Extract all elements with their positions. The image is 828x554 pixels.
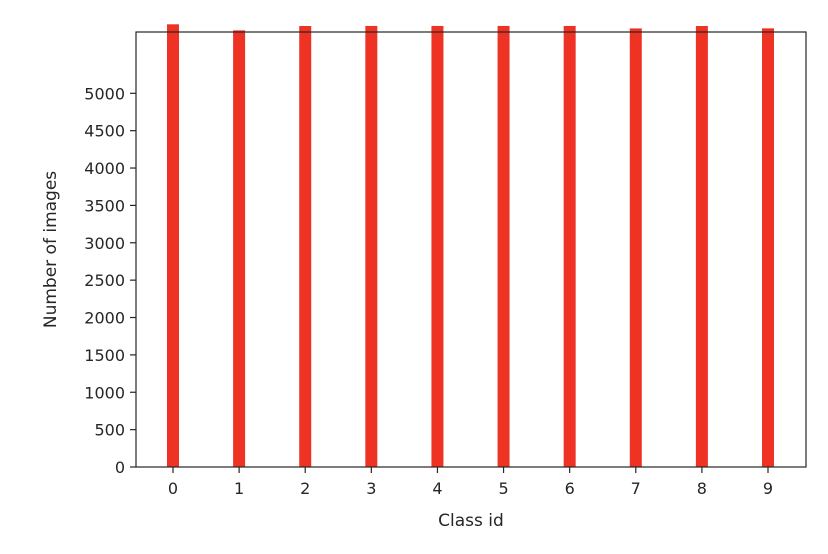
x-tick-label: 2 [300, 479, 310, 498]
x-tick-label: 5 [498, 479, 508, 498]
y-tick-label: 3000 [84, 234, 125, 253]
bar-class-2 [299, 26, 312, 468]
bar-class-4 [431, 25, 444, 467]
y-tick-label: 4000 [84, 159, 125, 178]
bar-class-1 [233, 30, 246, 468]
y-tick-label: 5000 [84, 84, 125, 103]
y-tick-label: 1000 [84, 383, 125, 402]
x-axis-ticks: 0 1 2 3 4 5 6 7 8 9 [168, 467, 773, 498]
bars-layer [167, 24, 774, 468]
bar-class-6 [563, 25, 576, 467]
y-tick-label: 2000 [84, 309, 125, 328]
x-tick-label: 9 [763, 479, 773, 498]
bar-class-9 [762, 28, 774, 468]
x-tick-label: 3 [366, 479, 376, 498]
y-tick-label: 1500 [84, 346, 125, 365]
y-tick-label: 0 [115, 458, 125, 477]
x-tick-label: 0 [168, 479, 178, 498]
bar-class-3 [365, 25, 378, 467]
y-tick-label: 3500 [84, 196, 125, 215]
bar-class-7 [629, 28, 642, 467]
y-axis-ticks: 0 500 1000 1500 2000 2500 3000 3500 4000 4500 5000 [84, 84, 136, 477]
bar-class-0 [167, 24, 179, 468]
y-tick-label: 500 [94, 421, 125, 440]
y-tick-label: 2500 [84, 271, 125, 290]
y-tick-label: 4500 [84, 122, 125, 141]
bar-class-8 [695, 26, 708, 468]
x-tick-label: 7 [631, 479, 641, 498]
x-tick-label: 4 [432, 479, 442, 498]
x-tick-label: 8 [697, 479, 707, 498]
plot-frame [135, 31, 807, 468]
x-axis-label: Class id [438, 511, 504, 531]
y-axis-label: Number of images [41, 171, 61, 328]
x-tick-label: 1 [234, 479, 244, 498]
x-tick-label: 6 [565, 479, 575, 498]
bar-class-5 [497, 25, 510, 467]
